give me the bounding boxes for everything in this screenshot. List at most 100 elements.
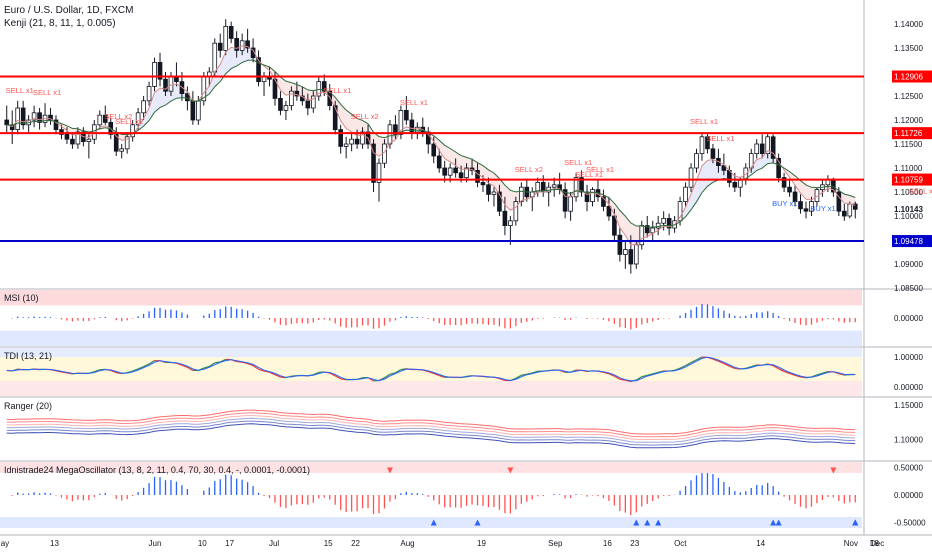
price-tick-label: 1.14000 bbox=[894, 20, 923, 29]
candle-body bbox=[98, 115, 102, 125]
candle-body bbox=[607, 206, 611, 216]
mega-tick-label: 0.50000 bbox=[894, 464, 923, 473]
msi-lower-band bbox=[0, 331, 862, 346]
candle-body bbox=[591, 190, 595, 202]
tdi-pane-label: TDI (13, 21) bbox=[4, 351, 52, 361]
level-tag-label: 1.10759 bbox=[894, 176, 923, 185]
sell-signal-label: SELL x1 bbox=[690, 117, 718, 126]
tdi-upper-band bbox=[0, 348, 862, 357]
candle-body bbox=[432, 144, 436, 156]
buy-signal-label: BUY x1 bbox=[772, 199, 797, 208]
candle-body bbox=[262, 77, 266, 82]
candle-body bbox=[799, 202, 803, 209]
msi-tick-label: 0.00000 bbox=[894, 314, 923, 323]
sell-signal-label: SELL x2 bbox=[115, 117, 143, 126]
candle-body bbox=[695, 154, 699, 168]
time-tick-label: Jun bbox=[149, 539, 162, 548]
candle-body bbox=[306, 101, 310, 108]
mega-pane-label: Idnistrade24 MegaOscillator (13, 8, 2, 1… bbox=[4, 465, 310, 475]
time-tick-label: 17 bbox=[225, 539, 234, 548]
time-tick-label: Aug bbox=[400, 539, 414, 548]
mega-tick-label: -0.50000 bbox=[894, 519, 926, 528]
candle-body bbox=[169, 77, 173, 91]
candle-body bbox=[826, 180, 830, 185]
candle-body bbox=[492, 192, 496, 194]
candle-body bbox=[733, 182, 737, 187]
sell-signal-label: SELL x1 bbox=[33, 88, 61, 97]
candle-body bbox=[656, 223, 660, 228]
candle-body bbox=[788, 187, 792, 192]
price-tick-label: 1.12500 bbox=[894, 92, 923, 101]
time-tick-label: Nov bbox=[844, 539, 858, 548]
price-tick-label: 1.11000 bbox=[894, 164, 923, 173]
candle-body bbox=[350, 139, 354, 144]
candle-body bbox=[388, 125, 392, 144]
indicator-title: Kenji (21, 8, 11, 1, 0.005) bbox=[4, 18, 116, 29]
candle-body bbox=[700, 137, 704, 154]
time-tick-label: Sep bbox=[548, 539, 563, 548]
candle-body bbox=[842, 211, 846, 216]
candle-body bbox=[196, 101, 200, 120]
candle-body bbox=[618, 235, 622, 254]
mega-lower-band bbox=[0, 517, 862, 528]
time-tick-label: 23 bbox=[630, 539, 639, 548]
candle-body bbox=[634, 245, 638, 264]
candle-body bbox=[344, 144, 348, 146]
sell-signal-label: SELL x1 bbox=[323, 86, 351, 95]
candle-body bbox=[738, 180, 742, 187]
ranger-tick-label: 1.10000 bbox=[894, 435, 923, 444]
candle-body bbox=[120, 149, 124, 151]
ma-cloud-segment bbox=[707, 160, 712, 187]
candle-body bbox=[689, 168, 693, 187]
tdi-lower-band bbox=[0, 381, 862, 396]
candle-body bbox=[289, 91, 293, 105]
sell-signal-label: SELL x1 bbox=[586, 165, 614, 174]
candle-body bbox=[355, 139, 359, 144]
candle-body bbox=[284, 106, 288, 111]
time-tick-label: 16 bbox=[603, 539, 612, 548]
sell-signal-label: SELL x2 bbox=[515, 165, 543, 174]
candle-body bbox=[339, 130, 343, 147]
ranger-tick-label: 1.15000 bbox=[894, 401, 923, 410]
candle-body bbox=[848, 204, 852, 216]
price-tick-label: 1.08500 bbox=[894, 284, 923, 293]
time-tick-label: 15 bbox=[324, 539, 333, 548]
time-tick-label: Jul bbox=[269, 539, 279, 548]
symbol-title: Euro / U.S. Dollar, 1D, FXCM bbox=[4, 5, 133, 16]
candle-body bbox=[662, 218, 666, 223]
candle-body bbox=[629, 250, 633, 264]
last-price-label: 1.10143 bbox=[894, 205, 923, 214]
buy-signal-label: BUY x1 bbox=[810, 204, 835, 213]
tdi-mid-band bbox=[0, 357, 862, 381]
candle-body bbox=[437, 156, 441, 168]
candle-body bbox=[487, 185, 491, 195]
candle-body bbox=[229, 26, 233, 38]
candle-body bbox=[454, 168, 458, 173]
ranger-pane-label: Ranger (20) bbox=[4, 401, 52, 411]
price-tick-label: 1.11500 bbox=[894, 140, 923, 149]
candle-body bbox=[5, 120, 9, 125]
candle-body bbox=[142, 101, 146, 113]
sell-signal-label: SELL x2 bbox=[351, 112, 379, 121]
price-tick-label: 1.09000 bbox=[894, 260, 923, 269]
sell-signal-label: SELL x1 bbox=[400, 98, 428, 107]
time-tick-label: 10 bbox=[198, 539, 207, 548]
ma-cloud-segment bbox=[461, 156, 466, 170]
candle-body bbox=[651, 228, 655, 233]
candle-body bbox=[87, 139, 91, 141]
time-tick-label: Dec bbox=[870, 539, 884, 548]
time-tick-label: 13 bbox=[50, 539, 59, 548]
candle-body bbox=[569, 197, 573, 211]
candle-body bbox=[71, 139, 75, 144]
candle-body bbox=[218, 43, 222, 50]
sell-signal-label: SELL x1 bbox=[706, 134, 734, 143]
candle-body bbox=[443, 168, 447, 175]
time-tick-label: ay bbox=[1, 539, 9, 548]
candle-body bbox=[684, 187, 688, 201]
price-tick-label: 1.12000 bbox=[894, 116, 923, 125]
msi-upper-band bbox=[0, 290, 862, 305]
candle-body bbox=[755, 144, 759, 154]
candle-body bbox=[552, 185, 556, 187]
